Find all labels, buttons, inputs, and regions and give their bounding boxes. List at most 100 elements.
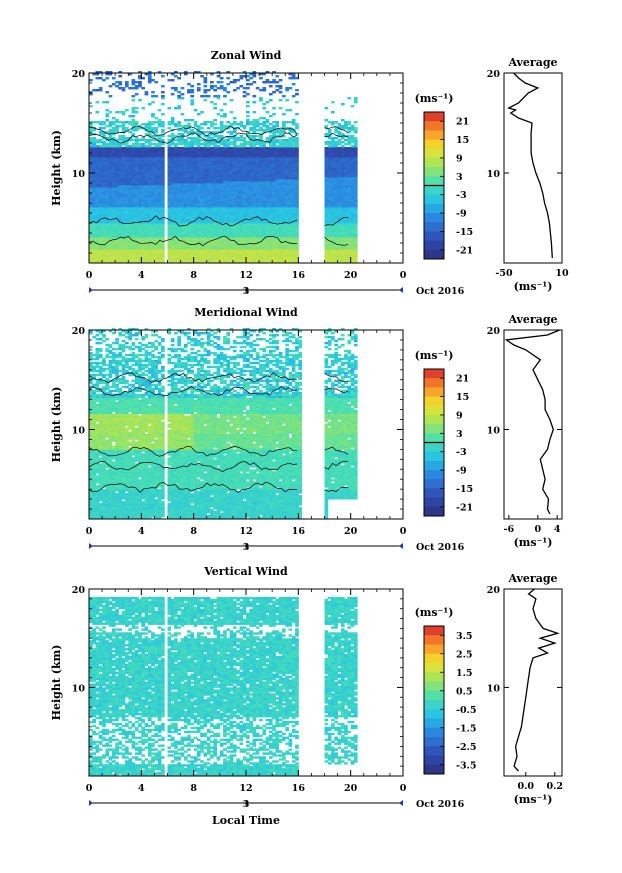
- heatmap-cell: [183, 253, 188, 256]
- heatmap-cell: [147, 219, 152, 222]
- heatmap-cell: [134, 159, 139, 162]
- heatmap-cell: [98, 191, 103, 194]
- heatmap-cell: [141, 219, 145, 222]
- heatmap-cell: [131, 223, 136, 226]
- heatmap-cell: [144, 123, 149, 126]
- heatmap-cell: [147, 259, 152, 262]
- heatmap-cell: [118, 227, 123, 230]
- heatmap-cell: [115, 217, 119, 220]
- heatmap-cell: [167, 247, 172, 250]
- heatmap-cell: [151, 113, 155, 116]
- heatmap-cell: [147, 167, 152, 170]
- heatmap-cell: [102, 259, 106, 262]
- heatmap-cell: [180, 173, 185, 176]
- heatmap-cell: [246, 115, 250, 118]
- heatmap-cell: [151, 221, 155, 224]
- heatmap-cell: [180, 129, 185, 132]
- heatmap-cell: [128, 253, 132, 256]
- heatmap-cell: [141, 193, 145, 196]
- heatmap-cell: [141, 189, 145, 192]
- heatmap-cell: [131, 125, 136, 128]
- heatmap-cell: [115, 131, 119, 134]
- heatmap-cell: [138, 175, 142, 178]
- heatmap-cell: [190, 261, 195, 264]
- heatmap-cell: [193, 167, 198, 170]
- heatmap-cell: [154, 225, 159, 228]
- heatmap-cell: [190, 253, 195, 256]
- heatmap-cell: [157, 137, 162, 140]
- heatmap-cell: [259, 117, 263, 120]
- heatmap-cell: [118, 143, 123, 146]
- heatmap-cell: [125, 233, 129, 236]
- heatmap-cell: [144, 149, 149, 152]
- heatmap-cell: [141, 237, 145, 240]
- heatmap-cell: [111, 189, 116, 192]
- heatmap-cell: [262, 129, 267, 132]
- heatmap-cell: [190, 203, 195, 206]
- heatmap-cell: [147, 239, 152, 242]
- heatmap-cell: [187, 123, 191, 126]
- heatmap-cell: [128, 217, 132, 220]
- heatmap-cell: [144, 201, 149, 204]
- heatmap-cell: [108, 85, 113, 88]
- heatmap-cell: [151, 209, 155, 212]
- heatmap-cell: [210, 137, 214, 140]
- heatmap-cell: [161, 227, 165, 230]
- heatmap-cell: [183, 199, 188, 202]
- heatmap-cell: [183, 151, 188, 154]
- heatmap-cell: [177, 105, 181, 108]
- heatmap-cell: [167, 175, 172, 178]
- heatmap-cell: [128, 153, 132, 156]
- heatmap-cell: [118, 253, 123, 256]
- heatmap-cell: [183, 143, 188, 146]
- heatmap-cell: [190, 183, 195, 186]
- heatmap-cell: [115, 119, 119, 122]
- heatmap-cell: [210, 85, 214, 88]
- heatmap-cell: [141, 151, 145, 154]
- heatmap-cell: [144, 223, 149, 226]
- heatmap-cell: [154, 221, 159, 224]
- heatmap-cell: [180, 243, 185, 246]
- heatmap-cell: [177, 221, 181, 224]
- heatmap-cell: [170, 235, 175, 238]
- heatmap-cell: [105, 115, 110, 118]
- heatmap-cell: [151, 139, 155, 142]
- heatmap-cell: [105, 177, 110, 180]
- heatmap-cell: [278, 107, 283, 110]
- heatmap-cell: [121, 243, 126, 246]
- heatmap-cell: [105, 253, 110, 256]
- heatmap-cell: [334, 121, 338, 124]
- heatmap-cell: [118, 159, 123, 162]
- heatmap-cell: [161, 131, 165, 134]
- heatmap-cell: [95, 253, 100, 256]
- heatmap-cell: [118, 173, 123, 176]
- heatmap-cell: [118, 243, 123, 246]
- heatmap-cell: [134, 259, 139, 262]
- heatmap-cell: [118, 71, 123, 74]
- heatmap-cell: [151, 79, 155, 82]
- heatmap-cell: [177, 171, 181, 174]
- heatmap-cell: [108, 209, 113, 212]
- heatmap-cell: [121, 257, 126, 260]
- heatmap-cell: [174, 199, 178, 202]
- heatmap-cell: [268, 135, 273, 138]
- heatmap-cell: [131, 241, 136, 244]
- heatmap-cell: [187, 215, 191, 218]
- heatmap-cell: [226, 131, 231, 134]
- heatmap-cell: [193, 139, 198, 142]
- heatmap-cell: [134, 233, 139, 236]
- heatmap-cell: [118, 223, 123, 226]
- heatmap-cell: [229, 131, 234, 134]
- heatmap-cell: [265, 125, 270, 128]
- heatmap-cell: [180, 187, 185, 190]
- heatmap-cell: [151, 115, 155, 118]
- heatmap-cell: [174, 193, 178, 196]
- heatmap-cell: [128, 147, 132, 150]
- heatmap-cell: [108, 163, 113, 166]
- heatmap-cell: [102, 165, 106, 168]
- heatmap-cell: [141, 227, 145, 230]
- heatmap-cell: [193, 215, 198, 218]
- heatmap-cell: [92, 143, 96, 146]
- heatmap-cell: [98, 221, 103, 224]
- heatmap-cell: [161, 259, 165, 262]
